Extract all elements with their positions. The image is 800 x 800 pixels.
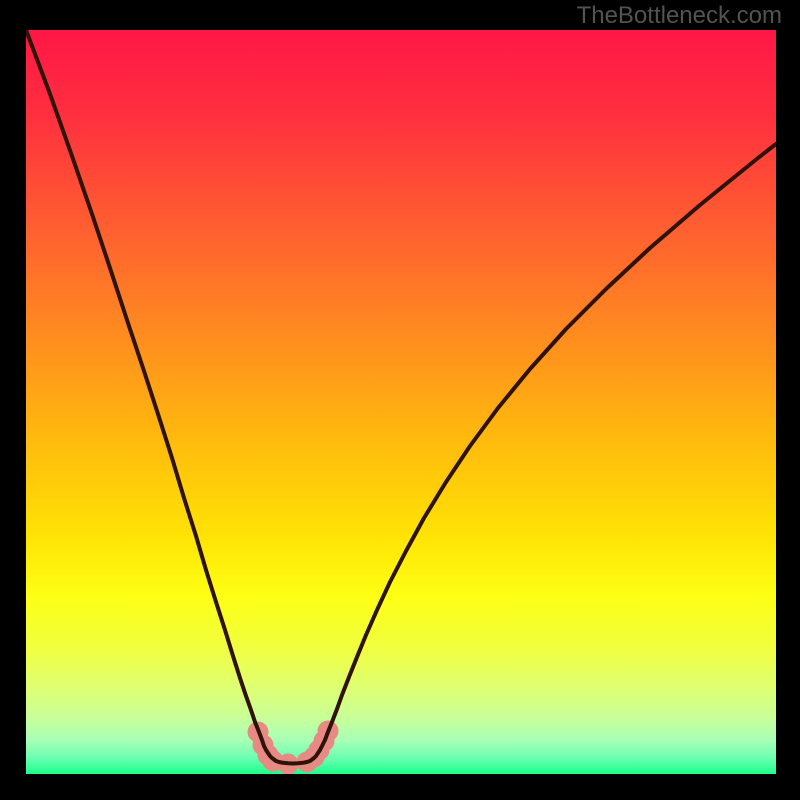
- bottleneck-chart-stage: TheBottleneck.com: [0, 0, 800, 800]
- chart-plot-area: [26, 30, 776, 774]
- watermark-text: TheBottleneck.com: [577, 2, 782, 30]
- bottleneck-curve: [26, 30, 776, 774]
